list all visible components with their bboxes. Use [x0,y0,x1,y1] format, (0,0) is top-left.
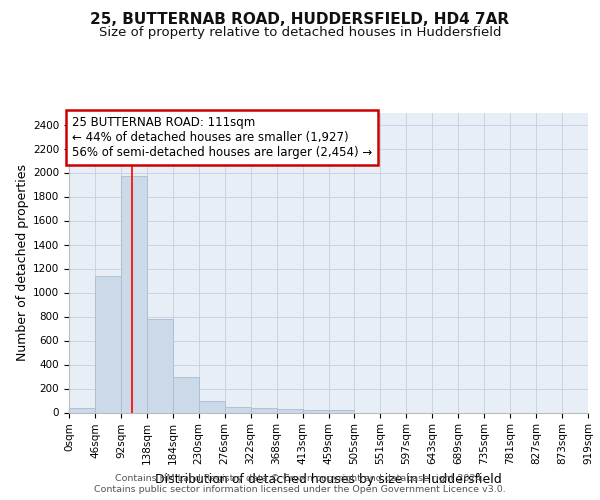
Bar [329,410,355,412]
Bar [251,408,277,412]
Y-axis label: Number of detached properties: Number of detached properties [16,164,29,361]
Bar [95,276,121,412]
Bar [277,409,302,412]
Text: Contains public sector information licensed under the Open Government Licence v3: Contains public sector information licen… [94,485,506,494]
Text: Contains HM Land Registry data © Crown copyright and database right 2024.: Contains HM Land Registry data © Crown c… [115,474,485,483]
Bar [147,319,173,412]
Bar [173,376,199,412]
Bar [69,408,95,412]
Bar [121,176,147,412]
Text: Size of property relative to detached houses in Huddersfield: Size of property relative to detached ho… [99,26,501,39]
Bar [199,400,224,412]
X-axis label: Distribution of detached houses by size in Huddersfield: Distribution of detached houses by size … [155,472,502,486]
Bar [302,410,329,412]
Bar [225,407,251,412]
Text: 25 BUTTERNAB ROAD: 111sqm
← 44% of detached houses are smaller (1,927)
56% of se: 25 BUTTERNAB ROAD: 111sqm ← 44% of detac… [72,116,372,159]
Text: 25, BUTTERNAB ROAD, HUDDERSFIELD, HD4 7AR: 25, BUTTERNAB ROAD, HUDDERSFIELD, HD4 7A… [91,12,509,28]
